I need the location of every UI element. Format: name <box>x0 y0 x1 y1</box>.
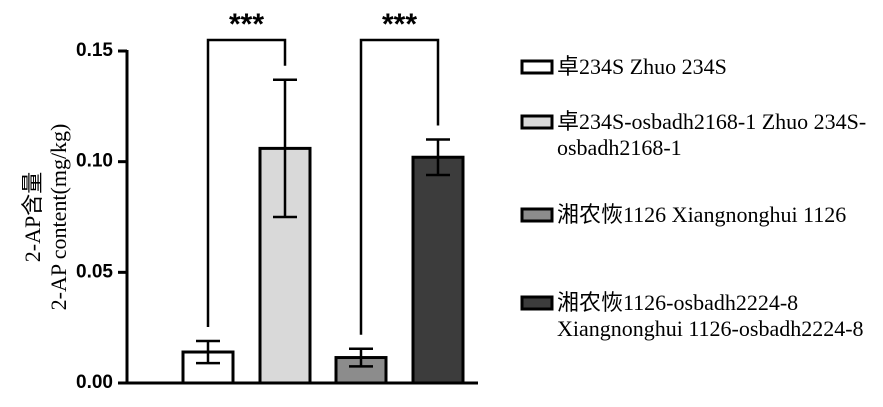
legend-swatch <box>520 295 554 311</box>
legend-swatch <box>520 207 554 223</box>
legend-label: 湘农恢1126-osbadh2224-8 Xiangnonghui 1126-o… <box>557 290 864 341</box>
legend-entry: 湘农恢1126 Xiangnonghui 1126 <box>557 202 847 227</box>
significance-label: *** <box>382 8 417 41</box>
y-tick-label: 0.10 <box>76 151 113 172</box>
y-tick-label: 0.00 <box>76 372 113 393</box>
legend-label: 湘农恢1126 Xiangnonghui 1126 <box>557 202 847 227</box>
y-axis-label: 2-AP含量 <box>20 172 45 262</box>
legend-label: 卓234S-osbadh2168-1 Zhuo 234S-osbadh2168-… <box>557 109 867 160</box>
legend-entry: 卓234S-osbadh2168-1 Zhuo 234S-osbadh2168-… <box>557 109 867 160</box>
legend-swatch <box>520 114 554 130</box>
significance-label: *** <box>229 8 264 41</box>
legend-entry: 卓234S Zhuo 234S <box>557 54 727 79</box>
significance-bracket <box>206 38 287 327</box>
legend-entry: 湘农恢1126-osbadh2224-8 Xiangnonghui 1126-o… <box>557 290 864 341</box>
y-tick-label: 0.05 <box>76 261 113 282</box>
legend-swatch <box>520 59 554 75</box>
significance-bracket <box>359 38 440 335</box>
y-tick-label: 0.15 <box>76 40 113 61</box>
legend-label: 卓234S Zhuo 234S <box>557 54 727 79</box>
bar <box>411 155 465 385</box>
y-axis-label: 2-AP content(mg/kg) <box>46 124 71 311</box>
